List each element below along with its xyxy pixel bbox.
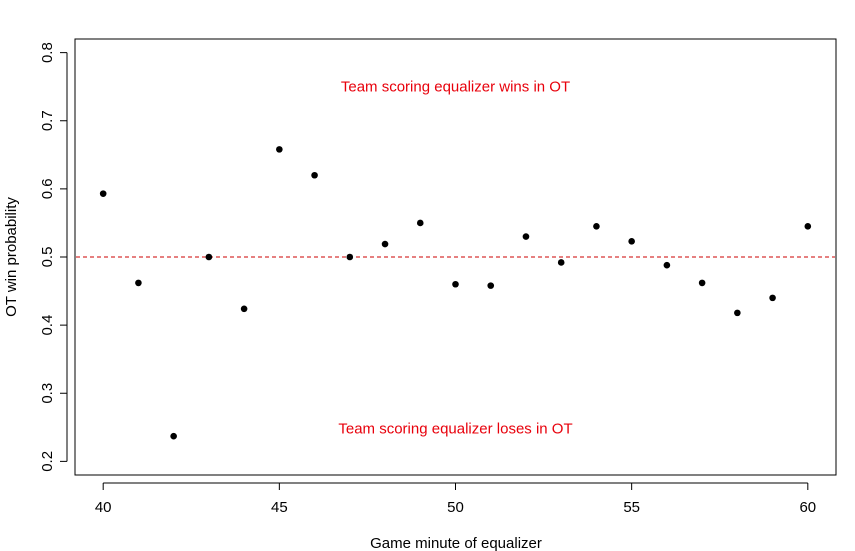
data-point <box>593 223 600 230</box>
y-axis: 0.2 0.3 0.4 0.5 0.6 0.7 0.8 <box>39 42 68 472</box>
data-point <box>311 171 318 179</box>
x-tick-label: 55 <box>623 499 640 516</box>
y-tick-label: 0.2 <box>39 451 56 472</box>
data-point <box>135 279 142 287</box>
data-point <box>205 253 213 261</box>
data-point <box>240 305 248 313</box>
data-point <box>628 238 635 245</box>
y-tick-label: 0.6 <box>39 178 56 199</box>
x-axis: 40 45 50 55 60 <box>95 482 816 516</box>
data-point <box>381 240 389 248</box>
data-point <box>663 261 671 269</box>
y-axis-title: OT win probability <box>3 197 20 317</box>
annotations: Team scoring equalizer wins in OT Team sc… <box>338 79 572 438</box>
y-tick-label: 0.3 <box>39 383 56 404</box>
data-point <box>522 233 530 240</box>
y-tick-label: 0.4 <box>39 315 56 336</box>
data-points <box>99 146 812 440</box>
annotation-label: Team scoring equalizer loses in OT <box>338 421 572 438</box>
x-tick-label: 50 <box>447 499 464 516</box>
annotation-label: Team scoring equalizer wins in OT <box>341 79 570 96</box>
data-point <box>769 294 776 302</box>
x-tick-label: 45 <box>271 499 288 516</box>
data-point <box>346 253 354 261</box>
data-point <box>276 146 283 153</box>
data-point <box>557 259 565 266</box>
x-tick-label: 40 <box>95 499 112 516</box>
x-axis-title: Game minute of equalizer <box>370 535 542 551</box>
data-point <box>734 309 741 317</box>
data-point <box>487 282 495 289</box>
data-point <box>698 279 706 287</box>
y-tick-label: 0.7 <box>39 110 56 131</box>
x-tick-label: 60 <box>799 499 816 516</box>
y-tick-label: 0.5 <box>39 247 56 268</box>
data-point <box>804 223 812 230</box>
data-point <box>170 432 177 440</box>
y-tick-label: 0.8 <box>39 42 56 63</box>
data-point <box>452 280 459 288</box>
plot-frame <box>74 38 837 476</box>
data-point <box>99 190 107 197</box>
data-point <box>416 219 424 227</box>
